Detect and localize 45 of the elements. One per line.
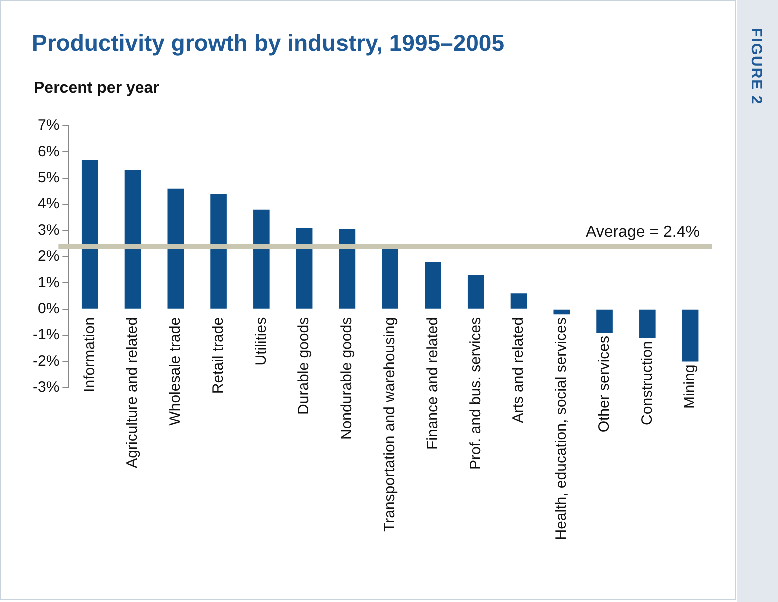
x-tick-label: Retail trade <box>210 317 227 394</box>
y-tick-label: 2% <box>38 248 60 266</box>
x-tick-label: Other services <box>596 336 613 433</box>
y-tick-label: 0% <box>38 300 60 318</box>
x-tick-label: Utilities <box>252 317 270 366</box>
x-tick-label: Arts and related <box>510 317 528 424</box>
x-tick-label: Wholesale trade <box>167 317 184 426</box>
y-tick-label: 3% <box>38 222 60 239</box>
bar <box>382 248 398 309</box>
y-tick-label: -2% <box>32 352 60 370</box>
bar <box>596 310 613 333</box>
y-tick-label: 6% <box>38 143 60 160</box>
bar <box>339 229 356 309</box>
bar <box>682 310 699 362</box>
y-tick-label: 4% <box>38 196 60 213</box>
y-axis-title: Percent per year <box>34 80 160 98</box>
bar <box>468 275 484 309</box>
y-tick-label: -3% <box>32 379 60 396</box>
x-tick-label: Finance and related <box>424 317 442 450</box>
bar <box>510 294 528 309</box>
y-tick-label: 5% <box>38 170 60 187</box>
x-tick-label: Mining <box>682 364 699 409</box>
x-tick-label: Health, education, social services <box>553 318 570 540</box>
x-tick-label: Nondurable goods <box>338 317 356 440</box>
x-tick-label: Prof. and bus. services <box>467 317 484 470</box>
x-tick-label: Construction <box>638 341 656 426</box>
y-tick-label: 1% <box>38 274 60 292</box>
bar <box>640 310 656 338</box>
bar <box>82 160 98 309</box>
x-tick-label: Durable goods <box>296 317 313 415</box>
y-tick-label: -1% <box>32 326 60 344</box>
bar <box>210 194 227 309</box>
bar <box>296 228 313 309</box>
ref-line-label: Average = 2.4% <box>586 224 700 241</box>
bar <box>124 170 142 309</box>
x-tick-label: Transportation and warehousing <box>381 317 398 532</box>
y-tick-label: 7% <box>38 117 60 134</box>
bar <box>168 188 184 309</box>
bar <box>425 262 442 309</box>
caption: FIGURE 2 <box>748 28 765 106</box>
x-tick-label: Agriculture and related <box>124 317 142 468</box>
x-tick-label: Information <box>81 317 98 392</box>
bar <box>254 210 270 309</box>
bar <box>554 310 570 315</box>
chart-title: Productivity growth by industry, 1995–2005 <box>32 30 504 57</box>
